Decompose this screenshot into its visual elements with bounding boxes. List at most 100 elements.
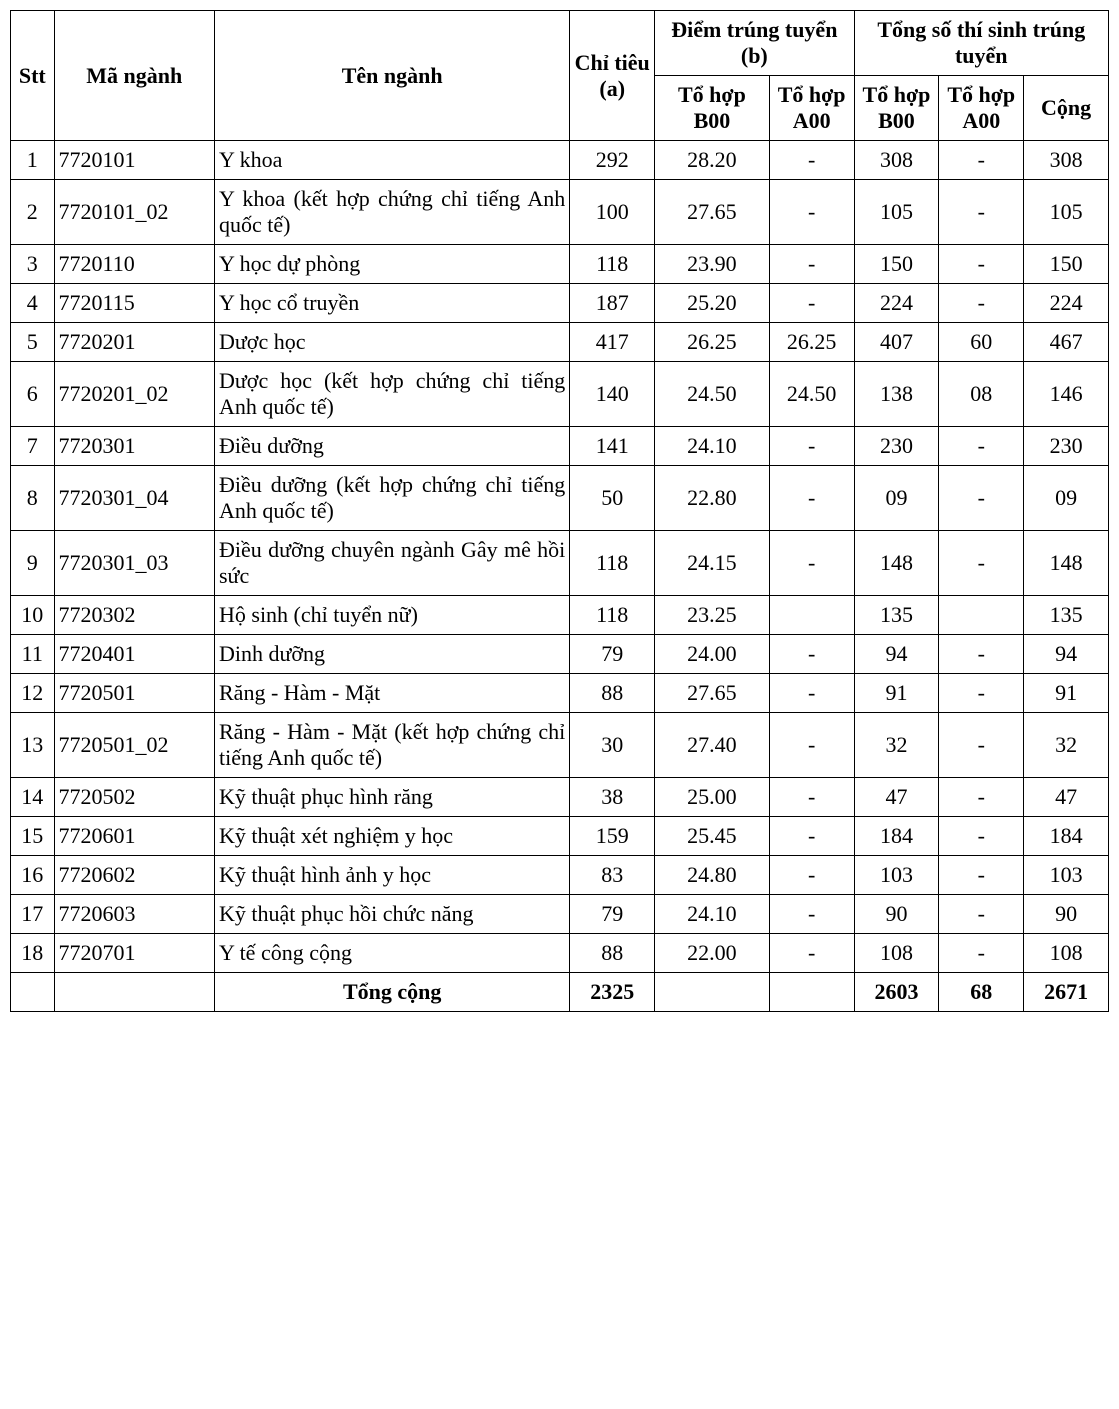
cell-count-sum: 103: [1024, 856, 1109, 895]
cell-quota: 50: [570, 466, 655, 531]
cell-score-b00: 27.65: [655, 674, 770, 713]
cell-quota: 159: [570, 817, 655, 856]
cell-name: Kỹ thuật phục hình răng: [215, 778, 570, 817]
cell-count-sum: 308: [1024, 141, 1109, 180]
cell-score-a00: -: [769, 674, 854, 713]
cell-count-sum: 105: [1024, 180, 1109, 245]
cell-stt: 5: [11, 323, 55, 362]
cell-count-sum: 467: [1024, 323, 1109, 362]
cell-score-a00: -: [769, 466, 854, 531]
cell-code: 7720401: [54, 635, 214, 674]
cell-count-b00: 224: [854, 284, 939, 323]
cell-stt: 9: [11, 531, 55, 596]
cell-score-a00: -: [769, 245, 854, 284]
cell-score-a00: -: [769, 635, 854, 674]
table-row: 137720501_02Răng - Hàm - Mặt (kết hợp ch…: [11, 713, 1109, 778]
cell-stt: 11: [11, 635, 55, 674]
table-row: 107720302Hộ sinh (chỉ tuyển nữ)11823.251…: [11, 596, 1109, 635]
cell-count-sum: 94: [1024, 635, 1109, 674]
cell-count-a00: -: [939, 817, 1024, 856]
cell-quota: 88: [570, 934, 655, 973]
cell-count-sum: 90: [1024, 895, 1109, 934]
cell-code: 7720101_02: [54, 180, 214, 245]
cell-count-a00: [939, 596, 1024, 635]
cell-stt: 18: [11, 934, 55, 973]
cell-stt: 10: [11, 596, 55, 635]
cell-code: 7720115: [54, 284, 214, 323]
cell-count-b00: 150: [854, 245, 939, 284]
cell-quota: 118: [570, 596, 655, 635]
table-row: 27720101_02Y khoa (kết hợp chứng chỉ tiế…: [11, 180, 1109, 245]
cell-count-b00: 105: [854, 180, 939, 245]
cell-count-b00: 91: [854, 674, 939, 713]
cell-count-a00: -: [939, 674, 1024, 713]
cell-count-sum: 108: [1024, 934, 1109, 973]
cell-count-b00: 108: [854, 934, 939, 973]
cell-stt: 16: [11, 856, 55, 895]
cell-stt: 2: [11, 180, 55, 245]
cell-count-b00: 138: [854, 362, 939, 427]
cell-code: 7720501_02: [54, 713, 214, 778]
cell-name: Y tế công cộng: [215, 934, 570, 973]
header-count-a00: Tổ hợp A00: [939, 76, 1024, 141]
cell-count-a00: -: [939, 141, 1024, 180]
cell-name: Hộ sinh (chỉ tuyển nữ): [215, 596, 570, 635]
totals-code: [54, 973, 214, 1012]
cell-stt: 3: [11, 245, 55, 284]
cell-score-a00: -: [769, 284, 854, 323]
cell-score-b00: 22.00: [655, 934, 770, 973]
cell-count-a00: -: [939, 427, 1024, 466]
header-score-group: Điểm trúng tuyển (b): [655, 11, 854, 76]
cell-score-a00: [769, 596, 854, 635]
table-row: 77720301Điều dưỡng14124.10-230-230: [11, 427, 1109, 466]
cell-quota: 79: [570, 635, 655, 674]
totals-score-b00: [655, 973, 770, 1012]
cell-count-sum: 150: [1024, 245, 1109, 284]
table-row: 127720501Răng - Hàm - Mặt8827.65-91-91: [11, 674, 1109, 713]
cell-score-b00: 24.10: [655, 895, 770, 934]
cell-quota: 118: [570, 531, 655, 596]
cell-score-a00: -: [769, 427, 854, 466]
cell-score-b00: 24.10: [655, 427, 770, 466]
cell-count-sum: 224: [1024, 284, 1109, 323]
header-code: Mã ngành: [54, 11, 214, 141]
cell-count-sum: 148: [1024, 531, 1109, 596]
cell-stt: 17: [11, 895, 55, 934]
cell-score-a00: -: [769, 778, 854, 817]
cell-score-b00: 25.00: [655, 778, 770, 817]
cell-count-b00: 103: [854, 856, 939, 895]
cell-count-a00: -: [939, 466, 1024, 531]
header-count-sum: Cộng: [1024, 76, 1109, 141]
totals-label: Tổng cộng: [215, 973, 570, 1012]
cell-count-sum: 135: [1024, 596, 1109, 635]
cell-code: 7720201: [54, 323, 214, 362]
cell-count-a00: -: [939, 778, 1024, 817]
cell-score-b00: 24.00: [655, 635, 770, 674]
cell-name: Y học cổ truyền: [215, 284, 570, 323]
cell-name: Kỹ thuật hình ảnh y học: [215, 856, 570, 895]
cell-name: Điều dưỡng chuyên ngành Gây mê hồi sức: [215, 531, 570, 596]
cell-name: Điều dưỡng: [215, 427, 570, 466]
cell-score-a00: -: [769, 856, 854, 895]
header-score-a00: Tổ hợp A00: [769, 76, 854, 141]
cell-code: 7720701: [54, 934, 214, 973]
cell-count-a00: -: [939, 934, 1024, 973]
table-header: Stt Mã ngành Tên ngành Chỉ tiêu (a) Điểm…: [11, 11, 1109, 141]
cell-code: 7720602: [54, 856, 214, 895]
cell-count-sum: 32: [1024, 713, 1109, 778]
cell-quota: 140: [570, 362, 655, 427]
cell-quota: 187: [570, 284, 655, 323]
cell-code: 7720110: [54, 245, 214, 284]
cell-stt: 6: [11, 362, 55, 427]
cell-count-b00: 90: [854, 895, 939, 934]
header-count-b00: Tổ hợp B00: [854, 76, 939, 141]
cell-score-b00: 24.50: [655, 362, 770, 427]
cell-count-a00: -: [939, 895, 1024, 934]
cell-stt: 4: [11, 284, 55, 323]
cell-count-a00: 60: [939, 323, 1024, 362]
cell-score-a00: -: [769, 180, 854, 245]
cell-score-a00: -: [769, 531, 854, 596]
table-body: 17720101Y khoa29228.20-308-30827720101_0…: [11, 141, 1109, 1012]
header-stt: Stt: [11, 11, 55, 141]
cell-quota: 83: [570, 856, 655, 895]
